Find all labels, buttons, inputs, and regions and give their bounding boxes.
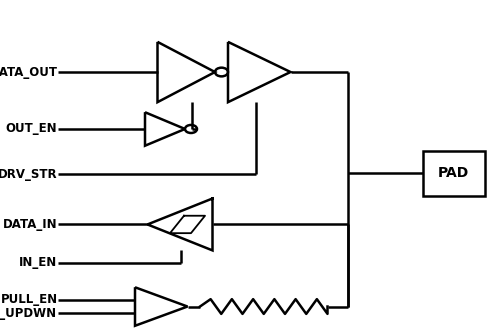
- Text: PULL_UPDWN: PULL_UPDWN: [0, 307, 58, 320]
- Text: IN_EN: IN_EN: [19, 257, 58, 269]
- Text: OUT_EN: OUT_EN: [6, 123, 58, 135]
- Text: DATA_OUT: DATA_OUT: [0, 66, 58, 78]
- Text: DATA_IN: DATA_IN: [3, 218, 58, 231]
- Text: PULL_EN: PULL_EN: [0, 293, 58, 306]
- Text: DRV_STR: DRV_STR: [0, 168, 58, 181]
- Bar: [422, 151, 485, 196]
- Text: PAD: PAD: [438, 166, 470, 180]
